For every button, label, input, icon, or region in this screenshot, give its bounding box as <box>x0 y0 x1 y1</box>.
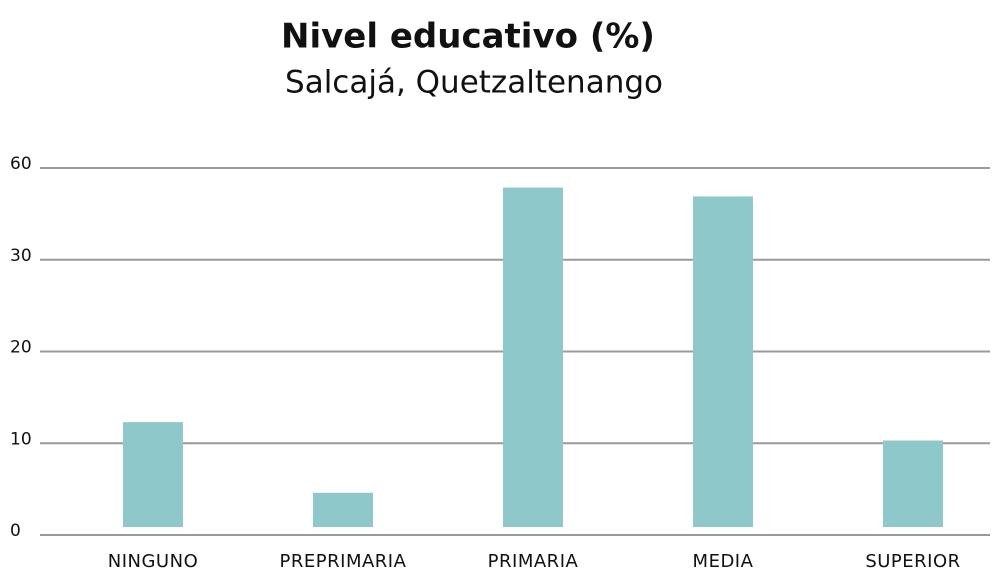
bar <box>883 440 943 527</box>
x-tick-label: NINGUNO <box>108 551 199 572</box>
y-tick-label: 10 <box>10 429 32 449</box>
y-tick-label: 20 <box>10 338 32 358</box>
chart-title: Nivel educativo (%) <box>281 17 655 57</box>
x-tick-label: SUPERIOR <box>865 551 960 572</box>
x-tick-label: PRIMARIA <box>488 551 579 572</box>
bar <box>503 187 563 527</box>
bar <box>693 196 753 527</box>
bar <box>123 422 183 527</box>
y-tick-label: 60 <box>10 154 32 174</box>
bar <box>313 492 373 527</box>
x-tick-label: PREPRIMARIA <box>280 551 407 572</box>
chart-subtitle: Salcajá, Quetzaltenango <box>285 65 663 101</box>
x-tick-label: MEDIA <box>693 551 754 572</box>
y-tick-label: 0 <box>10 521 21 541</box>
y-tick-label: 30 <box>10 246 32 266</box>
